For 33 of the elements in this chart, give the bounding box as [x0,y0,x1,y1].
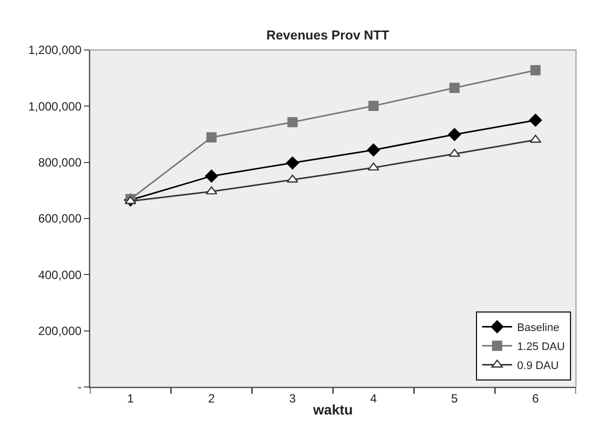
point [530,134,542,143]
point [206,132,217,142]
y-tick-label: 600,000 [38,212,82,226]
point [530,65,541,76]
x-tick-label: 2 [208,391,216,406]
point [368,162,380,171]
x-tick-label: 4 [370,391,378,406]
legend-label: 1.25 DAU [517,341,565,354]
x-tick-label: 3 [289,391,296,406]
y-tick-label: - [78,380,82,394]
legend-label: Baseline [517,322,560,334]
point [448,148,460,157]
legend-label: 0.9 DAU [517,360,559,372]
x-axis-title: waktu [312,402,353,418]
point [367,144,380,156]
y-tick-label: 200,000 [38,324,82,338]
y-tick-label: 1,200,000 [28,43,82,58]
point [529,114,542,127]
point [448,128,461,141]
x-tick-label: 5 [451,391,458,406]
chart-title: Revenues Prov NTT [266,27,390,42]
point [368,100,379,111]
point [449,82,460,94]
point [286,174,298,183]
y-tick-label: 800,000 [38,156,82,170]
x-tick-label: 1 [127,391,134,406]
point [287,117,298,128]
x-tick-label: 6 [532,391,540,406]
point [206,186,218,194]
y-tick-label: 400,000 [38,268,82,282]
point [286,156,299,170]
y-tick-label: 1,000,000 [28,99,82,114]
point [205,170,218,183]
